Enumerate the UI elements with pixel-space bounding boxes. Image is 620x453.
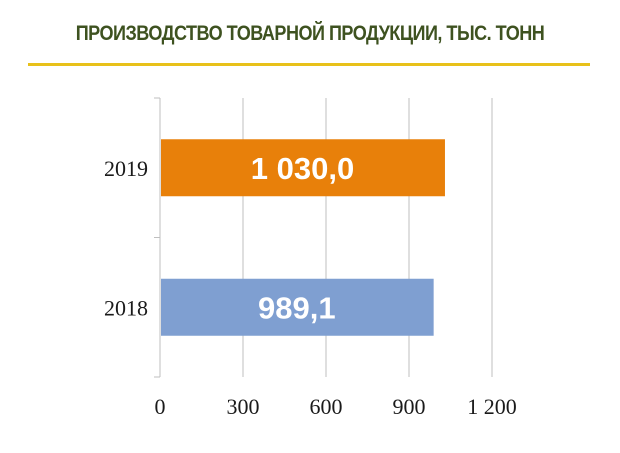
x-tick-label: 600 [310,394,343,419]
data-label: 1 030,0 [251,151,354,186]
data-label: 989,1 [258,290,336,325]
bar-2018 [161,278,434,336]
x-tick-label: 900 [393,394,426,419]
x-tick-label: 300 [227,394,260,419]
x-tick-label: 1 200 [467,394,517,419]
bar-2019 [161,139,445,197]
category-label: 2019 [104,156,148,181]
chart-title: ПРОИЗВОДСТВО ТОВАРНОЙ ПРОДУКЦИИ, ТЫС. ТО… [75,22,545,45]
title-underline [28,63,590,66]
x-tick-label: 0 [155,394,166,419]
category-label: 2018 [104,295,148,320]
